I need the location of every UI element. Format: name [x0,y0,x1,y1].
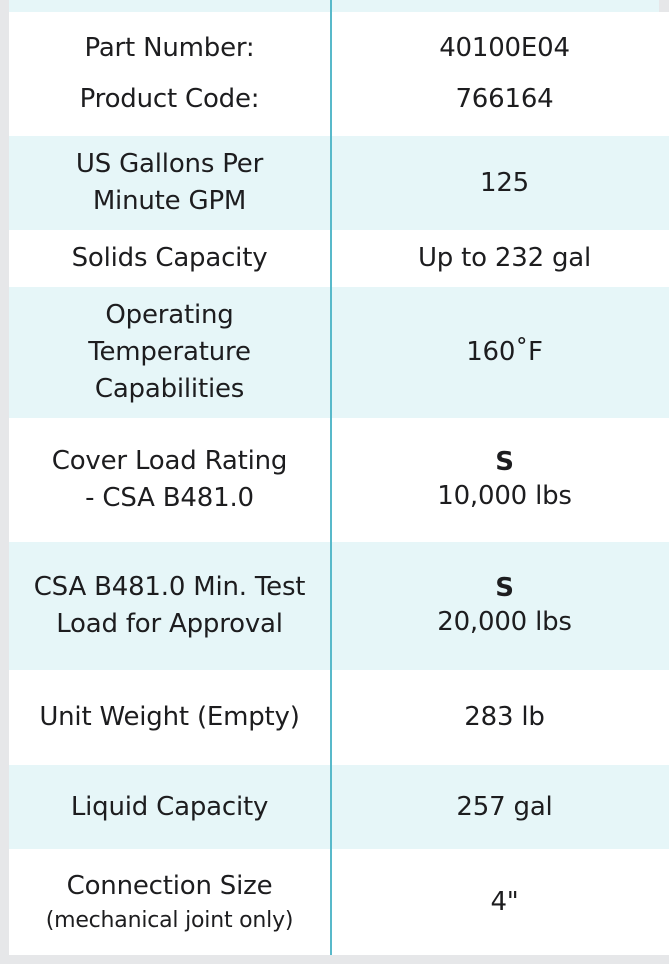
table-row-solids-capacity: Solids Capacity Up to 232 gal [9,230,669,287]
table-row-cover-load-rating: Cover Load Rating - CSA B481.0 S 10,000 … [9,418,669,542]
temperature-label-line-3: Capabilities [94,374,245,404]
connection-size-value: 4" [490,886,519,917]
temperature-label-line-2: Temperature [88,337,251,367]
temperature-value: 160˚F [466,337,543,367]
table-row-unit-weight: Unit Weight (Empty) 283 lb [9,670,669,765]
label-cell: Part Number: Product Code: [9,12,330,136]
table-row-gpm: US Gallons Per Minute GPM 125 [9,136,669,230]
table-row-min-test-load: CSA B481.0 Min. Test Load for Approval S… [9,542,669,670]
solids-capacity-label: Solids Capacity [71,243,268,273]
liquid-capacity-label: Liquid Capacity [70,791,269,822]
test-load-label-line-2: Load for Approval [56,609,283,639]
top-strip [9,0,659,12]
label-cell: Cover Load Rating - CSA B481.0 [9,418,330,542]
label-cell: Operating Temperature Capabilities [9,287,330,418]
value-cell: 40100E04 766164 [330,12,669,136]
cover-load-class: S [495,446,514,477]
value-cell: S 20,000 lbs [330,542,669,670]
gpm-value: 125 [479,167,530,198]
temperature-label-line-1: Operating [105,300,234,330]
label-cell: CSA B481.0 Min. Test Load for Approval [9,542,330,670]
table-row-connection-size: Connection Size (mechanical joint only) … [9,849,669,955]
test-load-value: 20,000 lbs [437,606,572,637]
cover-load-label-line-2: - CSA B481.0 [85,483,254,513]
gpm-label-line-2: Minute GPM [92,186,247,216]
label-cell: US Gallons Per Minute GPM [9,136,330,230]
gpm-label-line-1: US Gallons Per [75,149,264,179]
table-row-part-number: Part Number: Product Code: 40100E04 7661… [9,12,669,136]
product-code-value: 766164 [455,84,554,114]
spec-table: Part Number: Product Code: 40100E04 7661… [9,12,669,955]
label-cell: Connection Size (mechanical joint only) [9,849,330,955]
connection-size-note: (mechanical joint only) [45,907,294,933]
connection-size-label: Connection Size [66,870,273,901]
table-row-operating-temperature: Operating Temperature Capabilities 160˚F [9,287,669,418]
test-load-class: S [495,572,514,603]
unit-weight-label: Unit Weight (Empty) [39,702,300,732]
part-number-label: Part Number: [84,33,255,63]
part-number-value: 40100E04 [439,33,570,63]
solids-capacity-value: Up to 232 gal [417,243,592,273]
unit-weight-value: 283 lb [464,702,545,732]
column-divider [330,0,332,955]
liquid-capacity-value: 257 gal [456,791,553,822]
cover-load-value: 10,000 lbs [437,480,572,511]
value-cell: S 10,000 lbs [330,418,669,542]
product-code-label: Product Code: [79,84,260,114]
spec-sheet: Part Number: Product Code: 40100E04 7661… [9,0,669,955]
cover-load-label-line-1: Cover Load Rating [51,446,288,476]
test-load-label-line-1: CSA B481.0 Min. Test [33,572,306,602]
table-row-liquid-capacity: Liquid Capacity 257 gal [9,765,669,849]
